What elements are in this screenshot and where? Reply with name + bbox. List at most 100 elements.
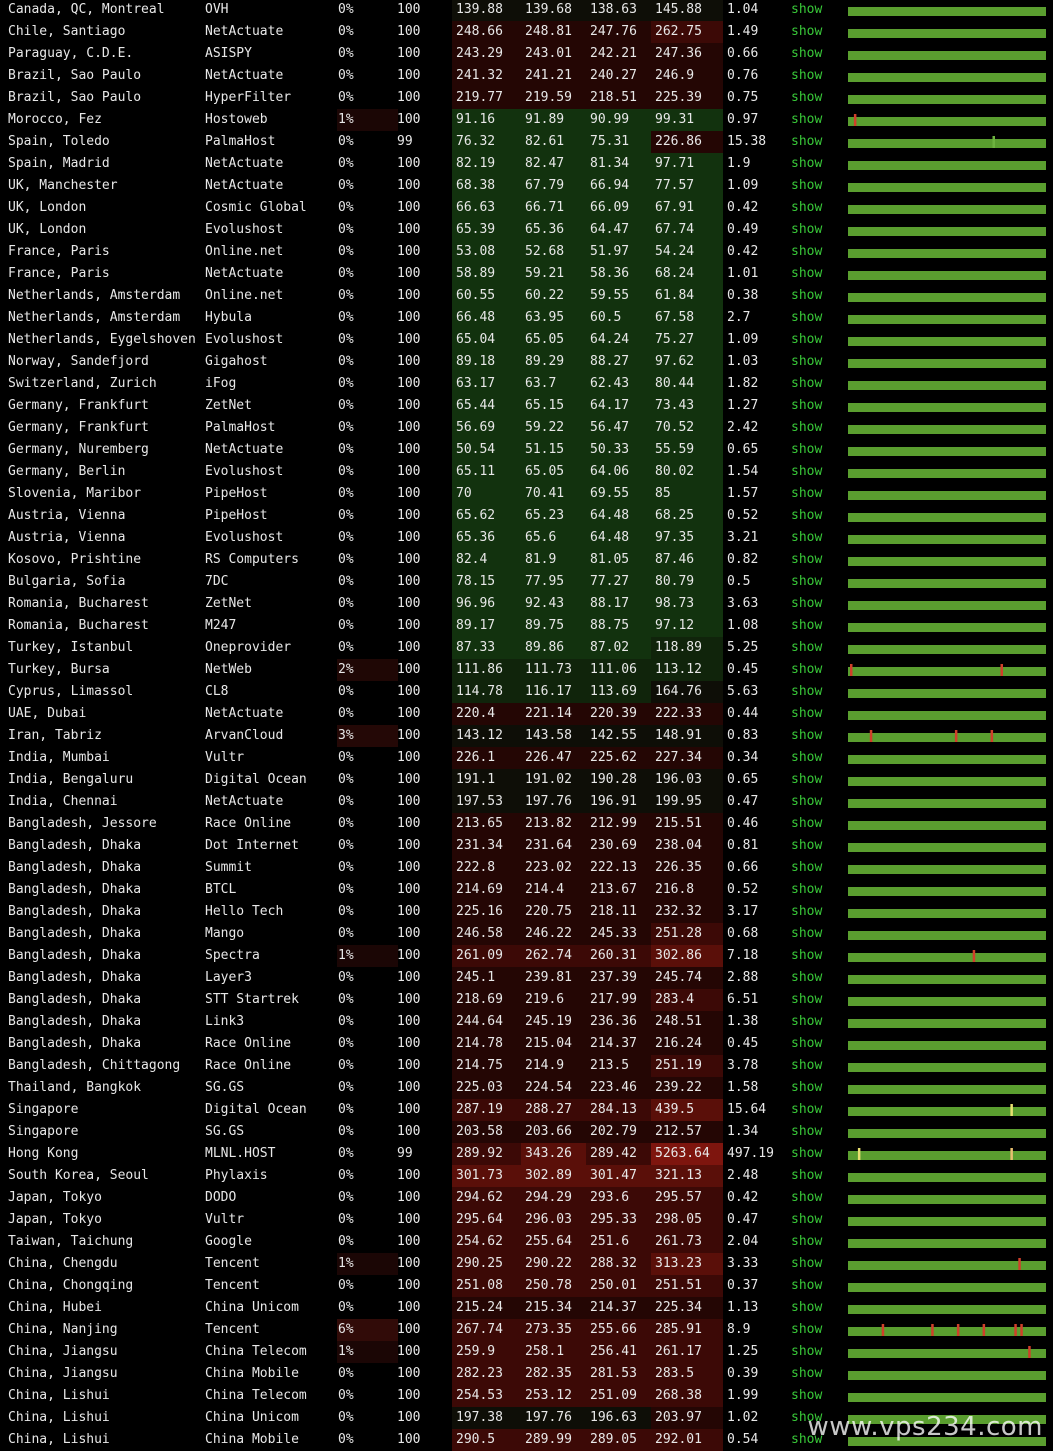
show-link[interactable]: show <box>791 2 823 17</box>
show-link[interactable]: show <box>791 948 823 963</box>
show-link[interactable]: show <box>791 1168 823 1183</box>
show-link[interactable]: show <box>791 970 823 985</box>
show-link[interactable]: show <box>791 662 823 677</box>
avg-latency-cell: 253.12 <box>521 1385 586 1407</box>
avg-latency-cell: 215.04 <box>521 1033 586 1055</box>
show-link[interactable]: show <box>791 904 823 919</box>
show-link[interactable]: show <box>791 1388 823 1403</box>
show-link[interactable]: show <box>791 178 823 193</box>
show-link[interactable]: show <box>791 24 823 39</box>
latency-sparkline <box>848 205 1046 214</box>
show-link[interactable]: show <box>791 1322 823 1337</box>
avg-latency-cell: 82.47 <box>521 153 586 175</box>
show-link[interactable]: show <box>791 1124 823 1139</box>
show-link[interactable]: show <box>791 1278 823 1293</box>
show-link[interactable]: show <box>791 728 823 743</box>
avg-latency-cell: 294.29 <box>521 1187 586 1209</box>
show-link[interactable]: show <box>791 1080 823 1095</box>
latency-sparkline <box>848 1217 1046 1226</box>
show-link[interactable]: show <box>791 1058 823 1073</box>
show-link[interactable]: show <box>791 46 823 61</box>
show-link[interactable]: show <box>791 442 823 457</box>
show-link[interactable]: show <box>791 266 823 281</box>
show-link[interactable]: show <box>791 420 823 435</box>
show-link[interactable]: show <box>791 882 823 897</box>
show-link[interactable]: show <box>791 1036 823 1051</box>
show-link[interactable]: show <box>791 772 823 787</box>
sent-cell: 100 <box>397 970 421 985</box>
location-cell: Hong Kong <box>8 1146 79 1161</box>
sparkline-spike <box>972 950 976 962</box>
show-link[interactable]: show <box>791 222 823 237</box>
show-link[interactable]: show <box>791 926 823 941</box>
latency-sparkline <box>848 1324 1046 1336</box>
show-link[interactable]: show <box>791 508 823 523</box>
show-link[interactable]: show <box>791 1410 823 1425</box>
show-link[interactable]: show <box>791 1256 823 1271</box>
last-latency-cell: 248.66 <box>452 21 521 43</box>
show-link[interactable]: show <box>791 1300 823 1315</box>
show-link[interactable]: show <box>791 244 823 259</box>
loss-cell: 0% <box>338 178 354 193</box>
show-link[interactable]: show <box>791 574 823 589</box>
show-link[interactable]: show <box>791 134 823 149</box>
sent-cell: 100 <box>397 750 421 765</box>
show-link[interactable]: show <box>791 1190 823 1205</box>
sparkline-spike <box>869 730 873 742</box>
show-link[interactable]: show <box>791 530 823 545</box>
sparkline-bar <box>848 161 1046 170</box>
show-link[interactable]: show <box>791 1366 823 1381</box>
show-link[interactable]: show <box>791 618 823 633</box>
show-link[interactable]: show <box>791 1432 823 1447</box>
show-link[interactable]: show <box>791 640 823 655</box>
show-link[interactable]: show <box>791 464 823 479</box>
show-link[interactable]: show <box>791 684 823 699</box>
show-link[interactable]: show <box>791 200 823 215</box>
show-link[interactable]: show <box>791 794 823 809</box>
location-cell: Morocco, Fez <box>8 112 102 127</box>
show-link[interactable]: show <box>791 332 823 347</box>
show-link[interactable]: show <box>791 156 823 171</box>
show-link[interactable]: show <box>791 860 823 875</box>
show-link[interactable]: show <box>791 288 823 303</box>
sparkline-spike <box>992 136 995 148</box>
sent-cell: 100 <box>397 200 421 215</box>
show-link[interactable]: show <box>791 1344 823 1359</box>
loss-cell: 0% <box>338 222 354 237</box>
show-link[interactable]: show <box>791 376 823 391</box>
show-link[interactable]: show <box>791 706 823 721</box>
best-latency-cell: 51.97 <box>586 241 651 263</box>
avg-latency-cell: 203.66 <box>521 1121 586 1143</box>
show-link[interactable]: show <box>791 1234 823 1249</box>
sparkline-bar <box>848 469 1046 478</box>
last-latency-cell: 214.69 <box>452 879 521 901</box>
show-link[interactable]: show <box>791 552 823 567</box>
stdev-cell: 0.68 <box>727 926 759 941</box>
worst-latency-cell: 80.44 <box>651 373 723 395</box>
show-link[interactable]: show <box>791 68 823 83</box>
show-link[interactable]: show <box>791 1014 823 1029</box>
location-cell: France, Paris <box>8 244 110 259</box>
stdev-cell: 0.54 <box>727 1432 759 1447</box>
show-link[interactable]: show <box>791 596 823 611</box>
show-link[interactable]: show <box>791 1146 823 1161</box>
show-link[interactable]: show <box>791 1102 823 1117</box>
show-link[interactable]: show <box>791 90 823 105</box>
stdev-cell: 0.45 <box>727 662 759 677</box>
show-link[interactable]: show <box>791 354 823 369</box>
show-link[interactable]: show <box>791 486 823 501</box>
show-link[interactable]: show <box>791 838 823 853</box>
loss-cell: 0% <box>338 24 354 39</box>
stdev-cell: 0.66 <box>727 46 759 61</box>
show-link[interactable]: show <box>791 1212 823 1227</box>
show-link[interactable]: show <box>791 398 823 413</box>
show-link[interactable]: show <box>791 992 823 1007</box>
location-cell: Spain, Toledo <box>8 134 110 149</box>
provider-cell: NetActuate <box>205 156 284 171</box>
stdev-cell: 1.54 <box>727 464 759 479</box>
show-link[interactable]: show <box>791 112 823 127</box>
show-link[interactable]: show <box>791 310 823 325</box>
show-link[interactable]: show <box>791 816 823 831</box>
show-link[interactable]: show <box>791 750 823 765</box>
sent-cell: 100 <box>397 1168 421 1183</box>
